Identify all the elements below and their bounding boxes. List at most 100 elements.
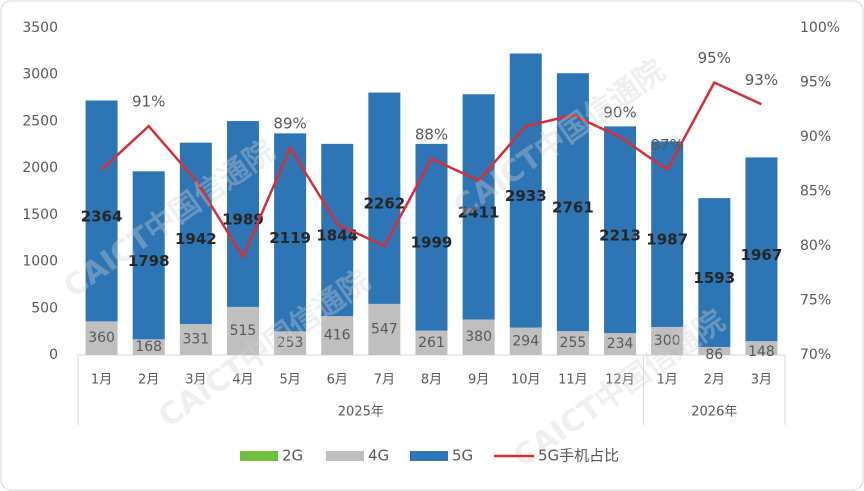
bar-segment [462,94,495,320]
data-label: 86 [705,347,723,363]
bar-segment [698,346,731,355]
x-tick-label: 2月 [138,373,159,388]
data-label: 1942 [175,230,217,248]
data-label: 547 [371,321,398,337]
y2-tick-label: 70% [800,347,831,363]
bar-segment [745,341,778,355]
data-label: 331 [182,332,209,348]
legend-label: 2G [282,447,303,465]
x-tick-label: 11月 [558,373,588,388]
data-label: 1987 [646,231,688,249]
bar-segment [179,324,212,355]
line-label: 88% [415,125,448,143]
x-tick-label: 1月 [91,373,112,388]
y2-tick-label: 75% [800,293,831,309]
y-tick-label: 500 [31,300,58,316]
bar-segment [604,333,637,355]
y2-tick-label: 85% [800,184,831,200]
data-label: 261 [418,335,445,351]
bar-segment [745,157,778,342]
data-label: 416 [324,328,351,344]
y-tick-label: 3500 [22,20,58,36]
y-tick-label: 1000 [22,254,58,270]
data-label: 2933 [505,187,547,205]
x-tick-label: 5月 [279,373,300,388]
bar-segment [321,316,354,355]
line-label: 91% [132,93,165,111]
legend-label: 5G [452,447,473,465]
data-label: 234 [607,336,634,352]
y-tick-label: 2000 [22,160,58,176]
bar-segment [85,100,118,322]
data-label: 253 [277,335,304,351]
bar-segment [132,171,165,340]
data-label: 515 [230,323,257,339]
data-label: 2761 [552,199,594,217]
data-label: 300 [654,333,681,349]
legend-label: 4G [368,447,389,465]
bar-segment [651,141,684,327]
data-label: 255 [560,335,587,351]
data-label: 1999 [411,234,453,252]
data-label: 1798 [128,252,170,270]
x-tick-label: 3月 [185,373,206,388]
y-tick-label: 0 [49,347,58,363]
line-label: 90% [603,104,636,122]
x-tick-label: 4月 [232,373,253,388]
bar-segment [604,126,637,334]
bar-segment [651,326,684,355]
legend-swatch [240,451,278,461]
bar-segment [368,303,401,355]
data-label: 380 [465,329,492,345]
x-tick-label: 3月 [751,373,772,388]
data-label: 1989 [222,210,264,228]
bar-segment [132,339,165,355]
data-label: 2411 [458,203,500,221]
bar-segment [226,121,259,307]
data-label: 1844 [316,226,358,244]
line-label: 89% [273,114,306,132]
x-tick-label: 2月 [704,373,725,388]
data-label: 360 [88,330,115,346]
data-label: 2262 [363,195,405,213]
y-tick-label: 2500 [22,113,58,129]
line-series [100,80,762,260]
y2-tick-label: 80% [800,238,831,254]
data-label: 2119 [269,229,311,247]
group-label: 2025年 [338,405,384,420]
x-tick-label: 9月 [468,373,489,388]
bar-segment [85,321,118,355]
legend-label: 5G手机占比 [538,447,619,465]
bar-segment [415,143,448,331]
y2-tick-label: 95% [800,75,831,91]
x-tick-label: 7月 [374,373,395,388]
data-label: 2364 [81,207,123,225]
y-tick-label: 3000 [22,67,58,83]
y2-tick-label: 100% [800,20,840,36]
x-tick-label: 1月 [657,373,678,388]
group-label: 2026年 [691,405,737,420]
data-label: 294 [512,333,539,349]
x-tick-label: 10月 [511,373,541,388]
data-label: 2213 [599,226,641,244]
legend-swatch [410,451,448,461]
y-tick-label: 1500 [22,207,58,223]
legend-swatch [326,451,364,461]
bar-segment [415,330,448,355]
line-label: 95% [698,49,731,67]
data-label: 1593 [693,269,735,287]
line-label: 93% [745,71,778,89]
bar-segment [462,319,495,355]
bar-segment [274,331,307,355]
y2-tick-label: 90% [800,129,831,145]
data-label: 168 [135,339,162,355]
bar-segment [698,198,731,347]
line-label: 87% [650,136,683,154]
bar-segment [368,92,401,304]
data-label: 148 [748,344,775,360]
data-label: 1967 [741,246,783,264]
bar-segment [509,53,542,328]
bar-segment [556,331,589,355]
bar-segment [179,142,212,325]
